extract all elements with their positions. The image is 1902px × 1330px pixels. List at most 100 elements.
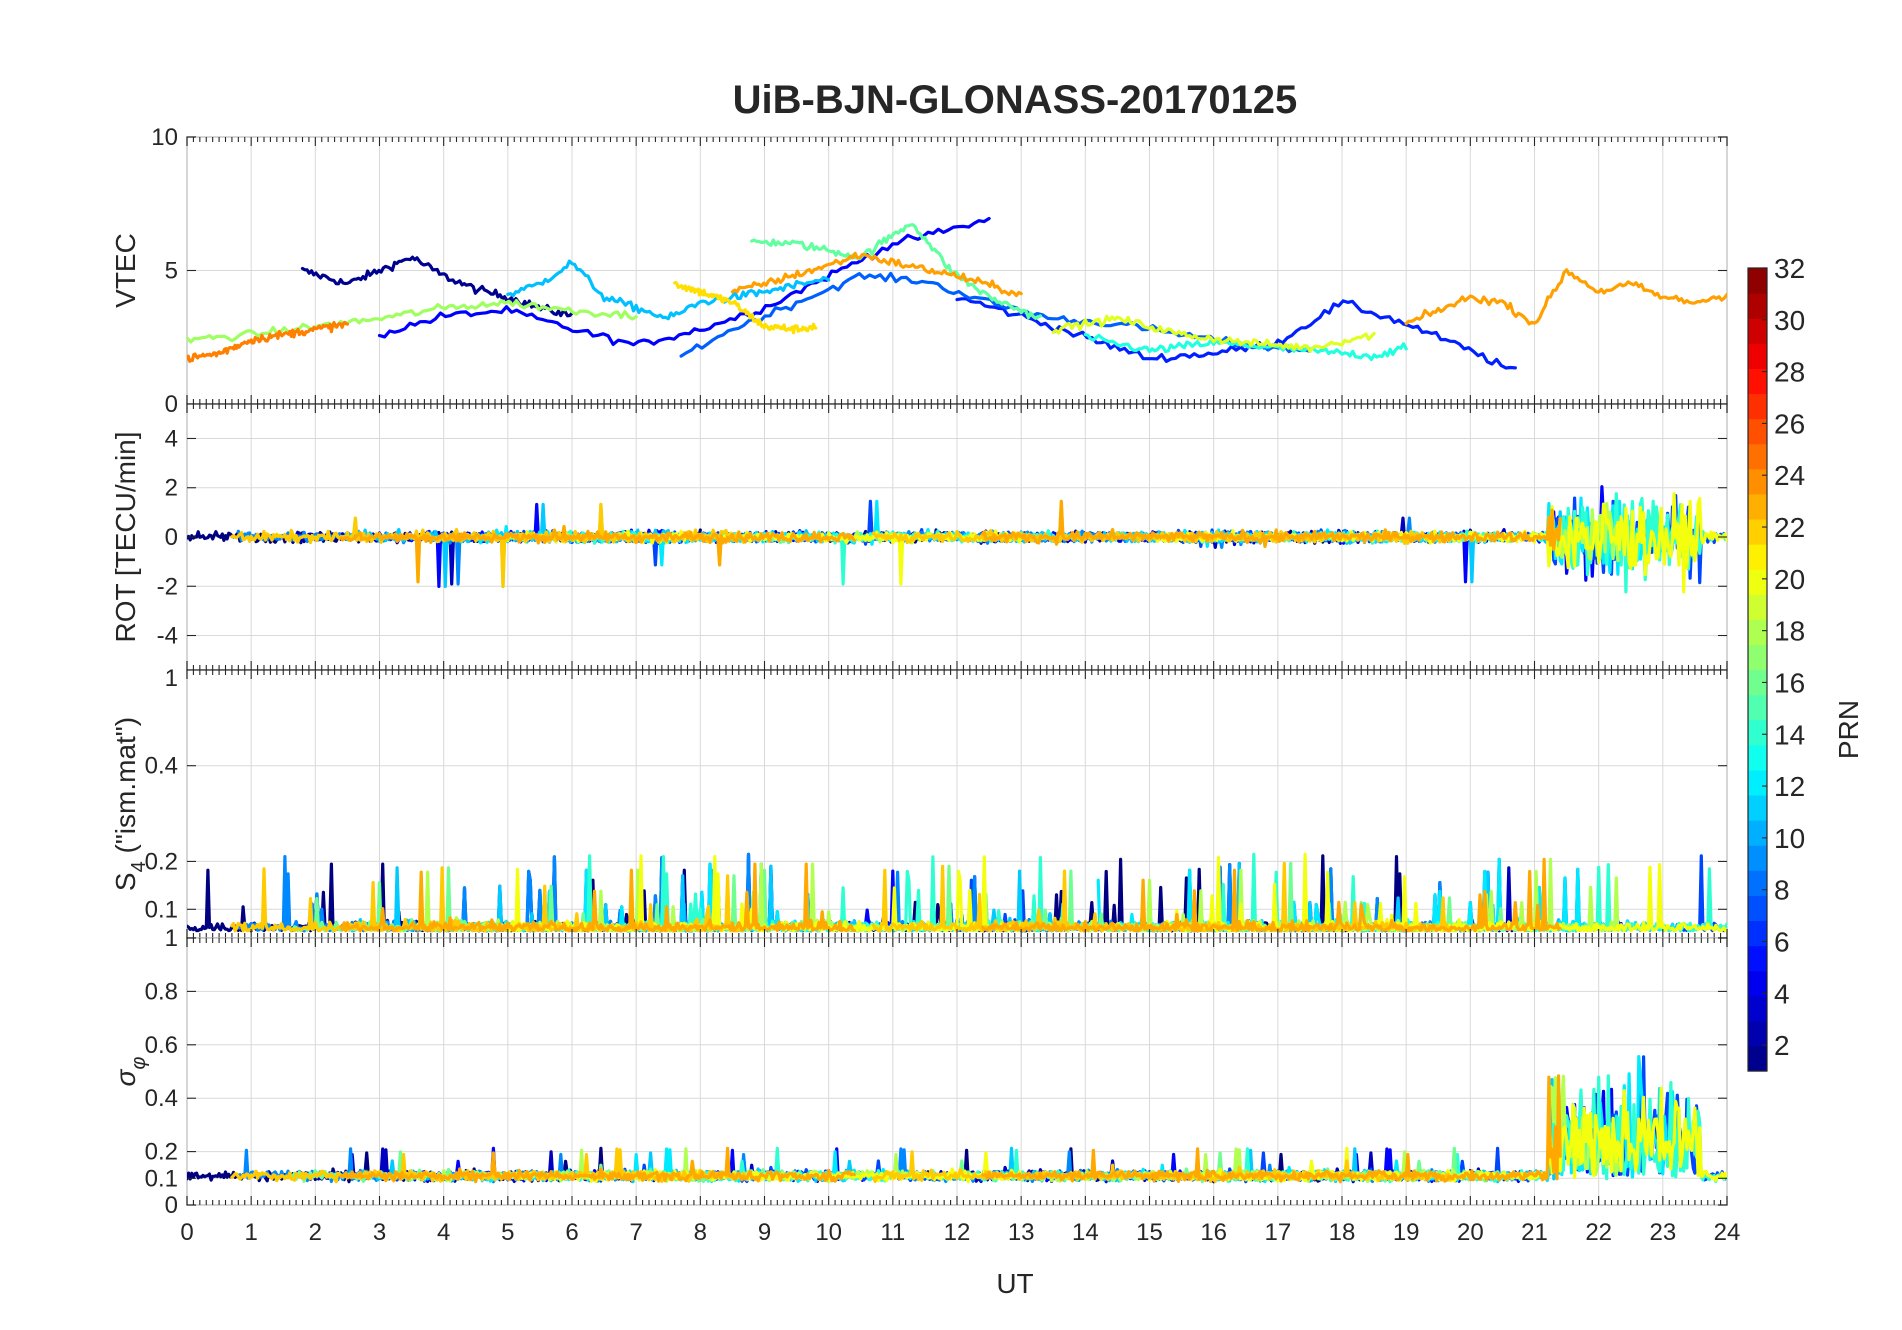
s4-y-tick-label: 0.4: [145, 753, 178, 780]
sigma-trace-prn-23: [339, 1146, 856, 1184]
panel-sigma-ticks: [186, 937, 1728, 1206]
rot-trace-prn-22: [230, 502, 747, 588]
colorbar-segment: [1748, 719, 1767, 746]
rot-trace-prn-23: [981, 499, 1562, 551]
rot-y-tick-label: 0: [165, 524, 178, 551]
colorbar-tick-label: 2: [1774, 1030, 1790, 1061]
x-tick-label: 15: [1136, 1219, 1163, 1246]
colorbar-tick-label: 14: [1774, 719, 1805, 750]
s4-trace-prn-23: [981, 857, 1562, 933]
colorbar-segment: [1748, 268, 1767, 294]
x-tick-label: 12: [944, 1219, 971, 1246]
rot-y-tick-label: -2: [157, 573, 178, 600]
x-tick-label: 22: [1585, 1219, 1612, 1246]
vtec-trace-prn-8: [679, 271, 1312, 358]
vtec-trace-prn-15: [750, 223, 1042, 320]
x-tick-label: 24: [1714, 1219, 1741, 1246]
vtec-y-axis-label: VTEC: [110, 233, 141, 308]
sigma-y-label-main: σ: [110, 1068, 141, 1086]
sigma-y-tick-label: 0.2: [145, 1139, 178, 1166]
vtec-y-tick-label: 5: [165, 258, 178, 285]
vtec-trace-prn-19: [1051, 314, 1376, 353]
panel-rot-traces: [187, 485, 1727, 594]
colorbar-segment: [1748, 318, 1767, 344]
colorbar-segment: [1748, 393, 1767, 420]
sigma-y-tick-label: 1: [165, 925, 178, 952]
colorbar-segment: [1748, 995, 1767, 1022]
x-tick-label: 17: [1264, 1219, 1291, 1246]
colorbar-segment: [1748, 920, 1767, 947]
x-tick-label: 18: [1329, 1219, 1356, 1246]
x-axis-label: UT: [996, 1268, 1033, 1299]
colorbar-segment: [1748, 744, 1767, 771]
colorbar-segment: [1748, 945, 1767, 972]
s4-y-label-sub: 4: [128, 861, 150, 872]
vtec-y-tick-label: 10: [151, 124, 178, 151]
panel-s4-traces: [187, 852, 1727, 933]
x-tick-label: 0: [180, 1219, 193, 1246]
colorbar-segment: [1748, 970, 1767, 997]
colorbar-tick-label: 28: [1774, 357, 1805, 388]
x-tick-label: 9: [758, 1219, 771, 1246]
panel-vtec: 0 5 10 VTEC: [110, 124, 1728, 418]
colorbar-segment: [1748, 870, 1767, 896]
colorbar-segment: [1748, 569, 1767, 595]
colorbar-segment: [1748, 619, 1767, 646]
colorbar-segment: [1748, 895, 1767, 922]
rot-y-axis-label: ROT [TECU/min]: [110, 431, 141, 642]
rot-trace-prn-23: [339, 525, 856, 584]
colorbar-segment: [1748, 845, 1767, 871]
colorbar-tick-label: 18: [1774, 616, 1805, 647]
s4-y-label-main: S: [110, 872, 141, 891]
x-tick-label: 2: [309, 1219, 322, 1246]
rot-y-tick-label: 4: [165, 425, 178, 452]
colorbar-tick-label: 8: [1774, 875, 1790, 906]
x-tick-label: 20: [1457, 1219, 1484, 1246]
colorbar-segment: [1748, 544, 1767, 570]
vtec-trace-prn-22: [730, 251, 1023, 298]
panel-vtec-traces: [187, 216, 1727, 370]
rot-trace-prn-14: [1205, 492, 1727, 594]
x-tick-label: 4: [437, 1219, 450, 1246]
rot-y-tick-label: -4: [157, 623, 178, 650]
x-tick-label: 5: [501, 1219, 514, 1246]
colorbar-tick-label: 16: [1774, 667, 1805, 698]
colorbar-segment: [1748, 769, 1767, 796]
x-tick-label: 1: [244, 1219, 257, 1246]
sigma-y-tick-label: 0.4: [145, 1085, 178, 1112]
vtec-trace-prn-6: [955, 297, 1517, 370]
vtec-y-tick-label: 0: [165, 391, 178, 418]
x-tick-label: 23: [1649, 1219, 1676, 1246]
panel-sigma-traces: [187, 1055, 1727, 1184]
x-tick-label: 21: [1521, 1219, 1548, 1246]
colorbar-tick-label: 6: [1774, 926, 1790, 957]
x-tick-label: 6: [565, 1219, 578, 1246]
panel-rot-ticks: [186, 404, 1728, 670]
colorbar-segment: [1748, 694, 1767, 721]
colorbar-tick-label: 4: [1774, 978, 1790, 1009]
colorbar-tick-label: 20: [1774, 564, 1805, 595]
s4-y-tick-label: 0.1: [145, 896, 178, 923]
sigma-y-label-sub: φ: [128, 1057, 150, 1070]
s4-y-label-rest: ("ism.mat"): [110, 717, 141, 861]
vtec-trace-prn-5: [377, 216, 991, 347]
vtec-trace-prn-11: [506, 259, 831, 321]
x-tick-label: 13: [1008, 1219, 1035, 1246]
colorbar-segment: [1748, 1020, 1767, 1047]
vtec-trace-prn-17: [187, 299, 638, 344]
colorbar-segment: [1748, 820, 1767, 846]
colorbar-tick-label: 12: [1774, 771, 1805, 802]
s4-y-tick-label: 0.2: [145, 848, 178, 875]
colorbar-label: PRN: [1833, 700, 1864, 759]
colorbar-segment: [1748, 794, 1767, 821]
panel-rot: -4 -2 0 2 4 ROT [TECU/min]: [110, 403, 1728, 671]
colorbar-segment: [1748, 343, 1767, 369]
colorbar-segment: [1748, 518, 1767, 545]
colorbar-segment: [1748, 669, 1767, 696]
panel-s4-ticks: [186, 670, 1728, 938]
sigma-y-tick-label: 0.1: [145, 1165, 178, 1192]
s4-y-tick-label: 1: [165, 665, 178, 692]
colorbar-segment: [1748, 443, 1767, 470]
